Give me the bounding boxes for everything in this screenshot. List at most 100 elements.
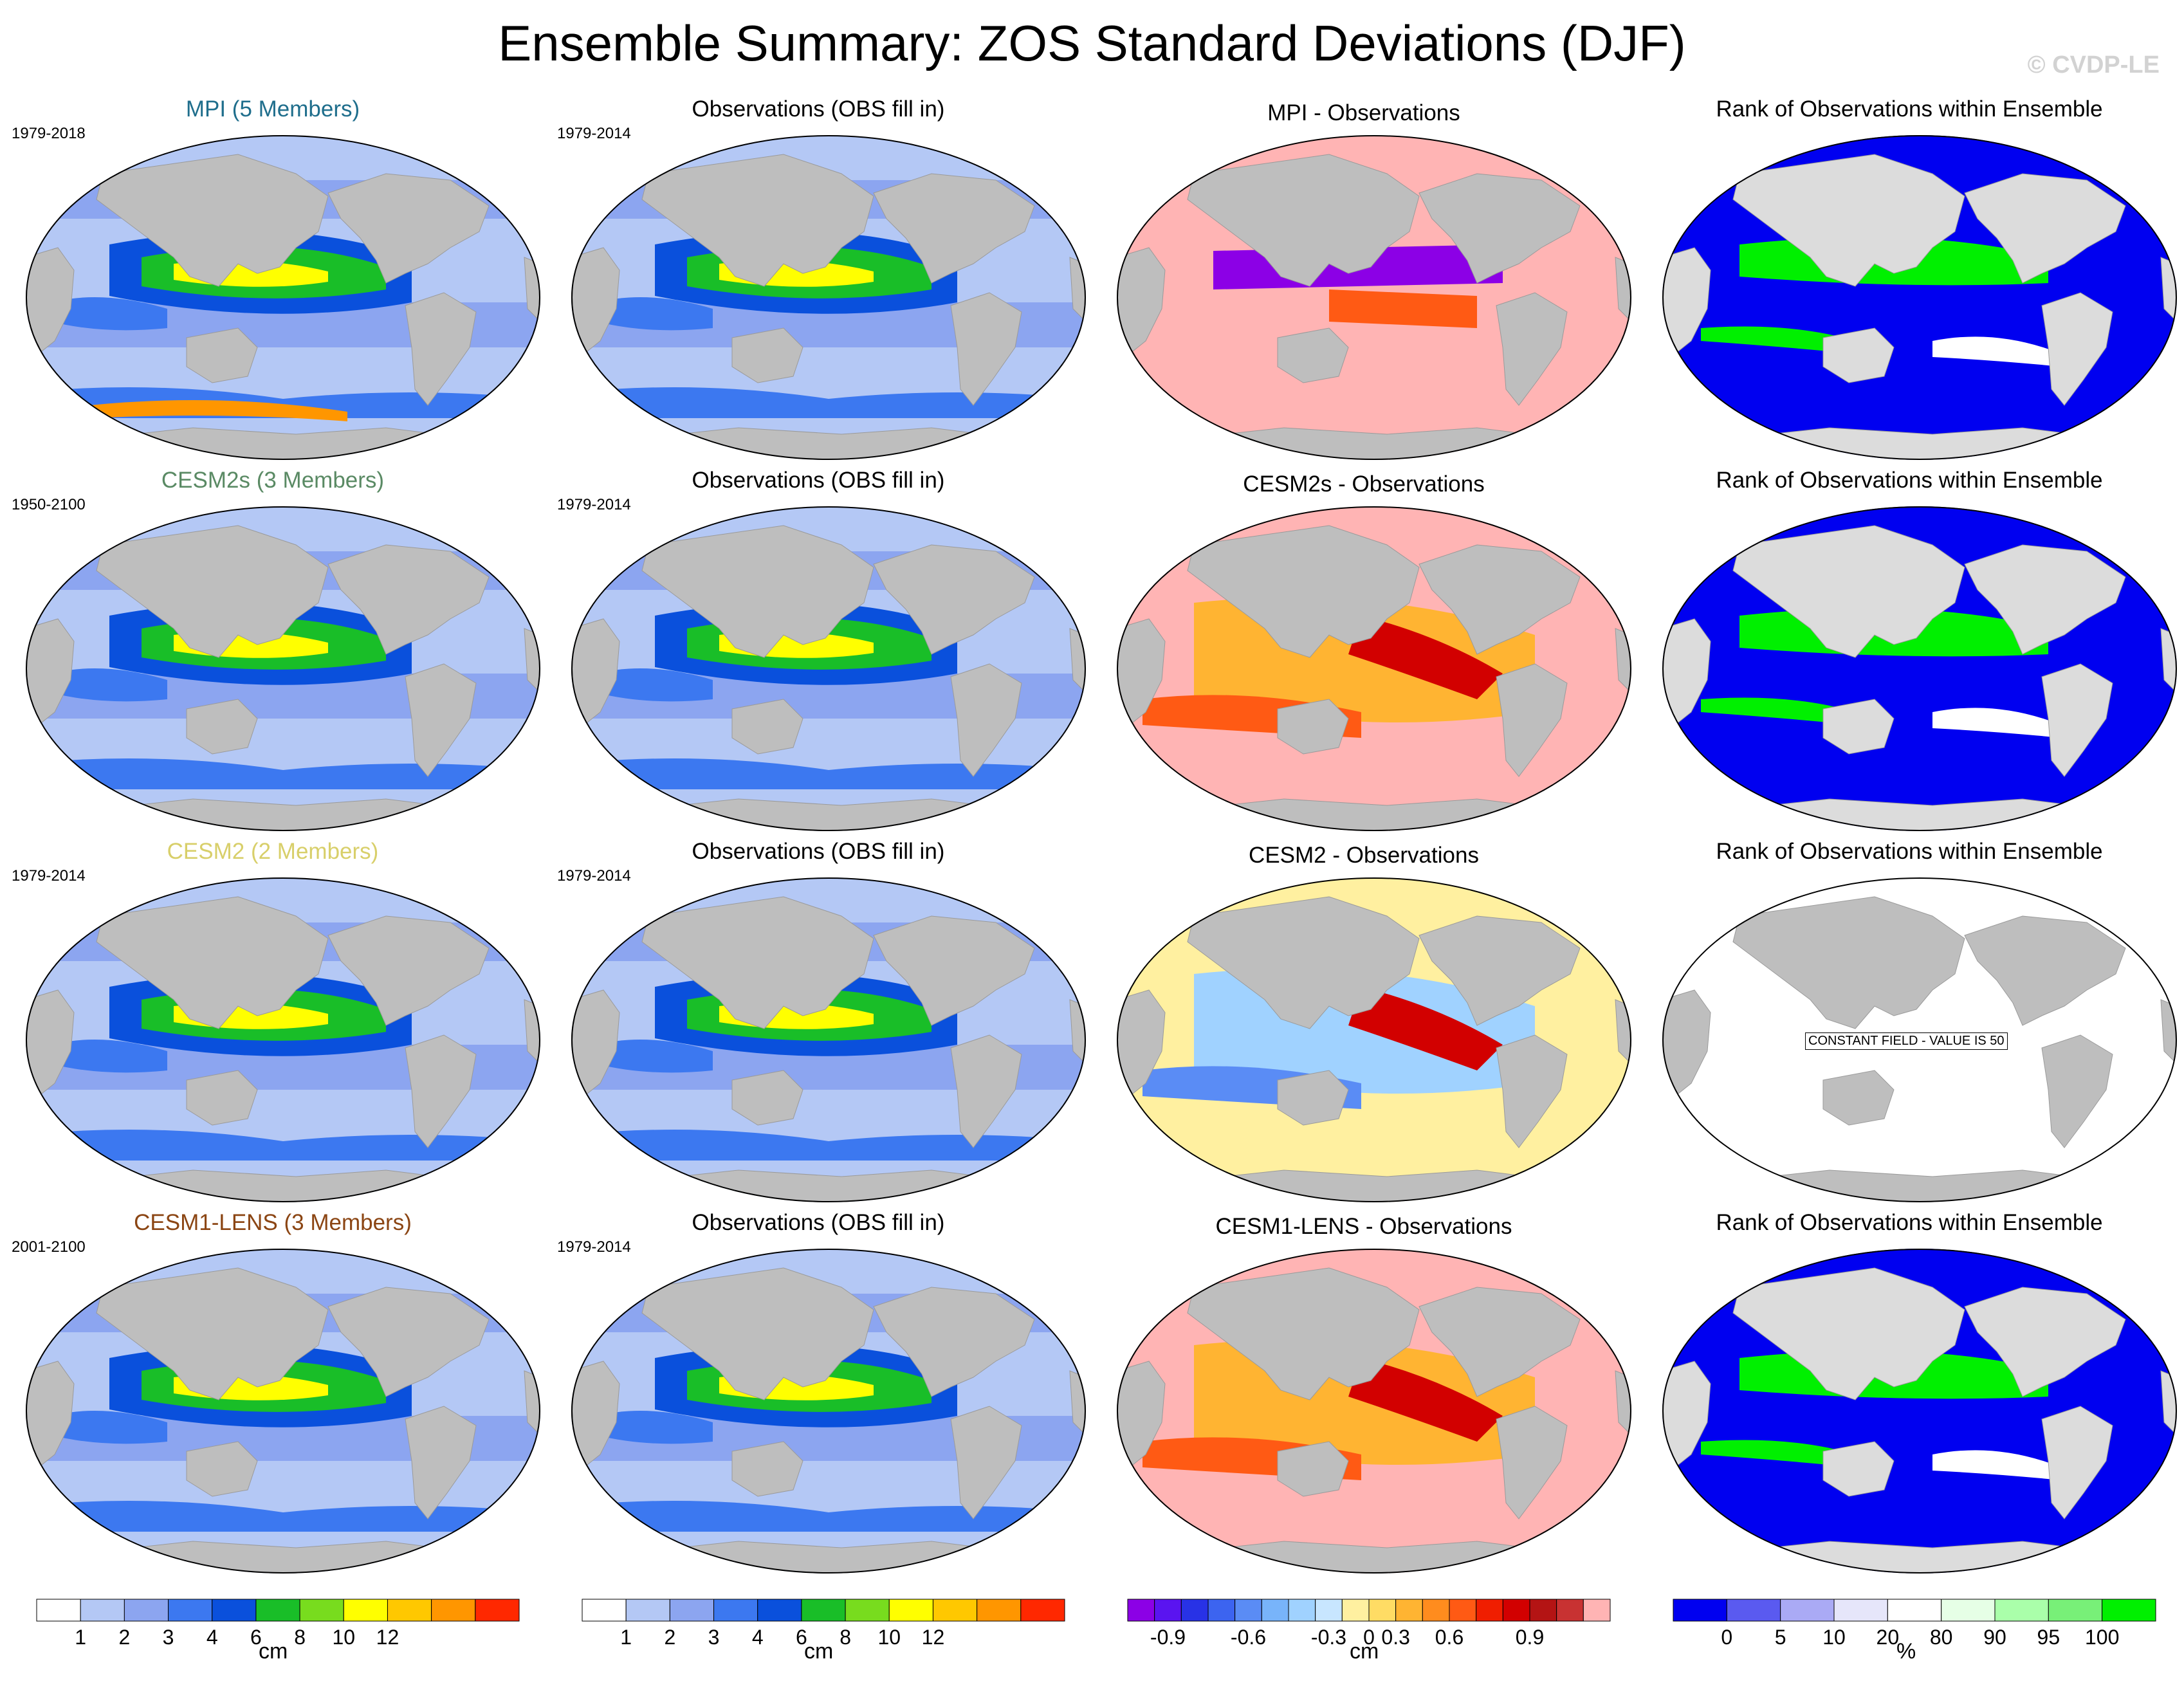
panel-model-row4: CESM1-LENS (3 Members) 2001-2100 — [0, 1210, 546, 1583]
std-obs-swatch — [845, 1599, 890, 1622]
obs-period: 1979-2014 — [557, 496, 631, 513]
rank-tick-label: 0 — [1721, 1626, 1732, 1649]
std-model-swatch — [431, 1599, 476, 1622]
diff-swatch — [1422, 1599, 1450, 1622]
panel-diff-row2: CESM2s - Observations — [1091, 468, 1637, 841]
rank-swatch — [1726, 1599, 1781, 1622]
model-period: 1979-2018 — [12, 125, 86, 142]
std-model-swatch — [343, 1599, 388, 1622]
colorbar-unit-diff: cm — [1350, 1639, 1379, 1664]
rank-swatch — [1673, 1599, 1727, 1622]
std-model-swatch — [80, 1599, 125, 1622]
panel-model-row2: CESM2s (3 Members) 1950-2100 — [0, 468, 546, 841]
panel-model-row1: MPI (5 Members) 1979-2018 — [0, 96, 546, 470]
panel-obs-row2: Observations (OBS fill in) 1979-2014 — [546, 468, 1091, 841]
colorbar-std-model: 1 2 3 4 6 8 10 12 — [35, 1598, 531, 1651]
std-model-tick-label: 2 — [118, 1626, 130, 1649]
diff-tick-label: 0.3 — [1381, 1626, 1409, 1649]
std-obs-swatch — [713, 1599, 758, 1622]
model-title: CESM1-LENS (3 Members) — [134, 1210, 412, 1235]
constant-field-note: CONSTANT FIELD - VALUE IS 50 — [1805, 1032, 2008, 1050]
diff-tick-label: -0.9 — [1150, 1626, 1186, 1649]
std-model-tick-label: 10 — [332, 1626, 355, 1649]
panel-obs-row4: Observations (OBS fill in) 1979-2014 — [546, 1210, 1091, 1583]
panel-rank-row2: Rank of Observations within Ensemble — [1637, 468, 2182, 841]
world-map-rank — [1662, 135, 2177, 460]
std-obs-swatch — [757, 1599, 802, 1622]
obs-title: Observations (OBS fill in) — [692, 839, 945, 864]
panel-obs-row3: Observations (OBS fill in) 1979-2014 — [546, 839, 1091, 1212]
rank-title: Rank of Observations within Ensemble — [1716, 839, 2103, 864]
model-period: 1979-2014 — [12, 867, 86, 885]
std-model-swatch — [387, 1599, 432, 1622]
std-obs-tick-label: 12 — [922, 1626, 945, 1649]
rank-swatch — [1780, 1599, 1835, 1622]
panel-diff-row3: CESM2 - Observations — [1091, 839, 1637, 1212]
obs-title: Observations (OBS fill in) — [692, 1210, 945, 1235]
diff-tick-label: -0.6 — [1231, 1626, 1266, 1649]
colorbar-std-obs: 1 2 3 4 6 8 10 12 — [581, 1598, 1076, 1651]
std-obs-swatch — [932, 1599, 978, 1622]
panel-diff-row4: CESM1-LENS - Observations — [1091, 1210, 1637, 1583]
world-map-diff — [1117, 135, 1631, 460]
rank-tick-label: 5 — [1775, 1626, 1786, 1649]
colorbar-svg: 1 2 3 4 6 8 10 12 — [582, 1599, 1065, 1649]
world-map-obs — [571, 135, 1086, 460]
diff-title: CESM2 - Observations — [1249, 843, 1479, 868]
obs-period: 1979-2014 — [557, 867, 631, 885]
std-obs-swatch — [625, 1599, 670, 1622]
diff-swatch — [1180, 1599, 1209, 1622]
panel-rank-row4: Rank of Observations within Ensemble — [1637, 1210, 2182, 1583]
model-period: 2001-2100 — [12, 1238, 86, 1256]
diff-swatch — [1529, 1599, 1557, 1622]
std-obs-tick-label: 6 — [796, 1626, 807, 1649]
rank-swatch — [2102, 1599, 2156, 1622]
std-obs-tick-label: 10 — [877, 1626, 901, 1649]
model-title: CESM2 (2 Members) — [167, 839, 379, 864]
world-map-diff — [1117, 877, 1631, 1202]
diff-swatch — [1502, 1599, 1530, 1622]
page-title: Ensemble Summary: ZOS Standard Deviation… — [498, 15, 1686, 71]
std-model-tick-label: 1 — [75, 1626, 86, 1649]
std-obs-swatch — [888, 1599, 933, 1622]
diff-tick-label: 0.9 — [1516, 1626, 1544, 1649]
std-obs-tick-label: 1 — [620, 1626, 632, 1649]
diff-title: MPI - Observations — [1267, 100, 1460, 125]
obs-title: Observations (OBS fill in) — [692, 468, 945, 493]
std-model-tick-label: 6 — [250, 1626, 262, 1649]
std-model-tick-label: 12 — [376, 1626, 399, 1649]
diff-swatch — [1556, 1599, 1584, 1622]
rank-tick-label: 100 — [2085, 1626, 2119, 1649]
diff-tick-label: 0.6 — [1435, 1626, 1464, 1649]
diff-title: CESM1-LENS - Observations — [1215, 1214, 1512, 1239]
diff-swatch — [1127, 1599, 1155, 1622]
world-map-rank — [1662, 1249, 2177, 1573]
colorbar-diff: -0.9 -0.6 -0.3 0 0.3 0.6 0.9 — [1126, 1598, 1622, 1651]
diff-swatch — [1288, 1599, 1316, 1622]
world-map-model — [26, 1249, 540, 1573]
std-obs-swatch — [801, 1599, 846, 1622]
rank-tick-label: 20 — [1877, 1626, 1900, 1649]
world-map-obs — [571, 1249, 1086, 1573]
colorbar-unit-std-model: cm — [259, 1639, 288, 1664]
std-obs-tick-label: 8 — [840, 1626, 851, 1649]
world-map-obs — [571, 506, 1086, 831]
world-map-diff — [1117, 506, 1631, 831]
std-obs-swatch — [669, 1599, 715, 1622]
world-map-obs — [571, 877, 1086, 1202]
panel-rank-row3: Rank of Observations within Ensemble CONS… — [1637, 839, 2182, 1212]
std-obs-swatch — [582, 1599, 627, 1622]
std-obs-swatch — [1020, 1599, 1065, 1622]
diff-swatch — [1315, 1599, 1343, 1622]
std-model-swatch — [124, 1599, 169, 1622]
model-title: MPI (5 Members) — [185, 96, 360, 122]
colorbar-rank: 0 5 10 20 80 90 95 100 — [1672, 1598, 2167, 1651]
rank-tick-label: 90 — [1983, 1626, 2006, 1649]
diff-swatch — [1368, 1599, 1397, 1622]
rank-title: Rank of Observations within Ensemble — [1716, 96, 2103, 122]
model-title: CESM2s (3 Members) — [161, 468, 385, 493]
diff-swatch — [1234, 1599, 1262, 1622]
colorbar-svg: -0.9 -0.6 -0.3 0 0.3 0.6 0.9 — [1127, 1599, 1611, 1649]
obs-period: 1979-2014 — [557, 1238, 631, 1256]
std-model-tick-label: 8 — [294, 1626, 306, 1649]
